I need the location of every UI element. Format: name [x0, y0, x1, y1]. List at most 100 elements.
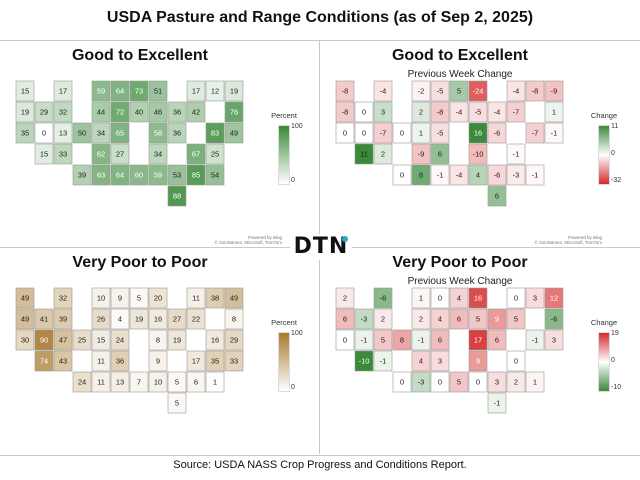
state-value-ky: 16	[474, 128, 482, 137]
state-value-wv: 36	[173, 128, 181, 137]
state-sd	[91, 308, 111, 330]
state-value-va: 0	[514, 356, 518, 365]
legend-max: 100	[291, 123, 303, 130]
state-oh	[167, 308, 187, 330]
state-value-tn: -10	[473, 149, 484, 158]
state-ia	[110, 308, 130, 330]
state-mn	[430, 80, 450, 102]
state-value-pa: 42	[192, 107, 200, 116]
state-value-ca: 35	[21, 128, 29, 137]
state-value-sd: 2	[419, 107, 423, 116]
state-value-va: 17	[192, 356, 200, 365]
state-value-il: 40	[135, 107, 143, 116]
state-value-id: 41	[40, 314, 48, 323]
state-ga	[167, 371, 187, 393]
state-value-ca: 30	[21, 335, 29, 344]
state-value-ky: 17	[474, 335, 482, 344]
state-value-sd: 2	[419, 314, 423, 323]
state-pa	[506, 308, 526, 330]
state-value-nj: 83	[211, 128, 219, 137]
state-mi	[148, 287, 168, 309]
state-mn	[110, 287, 130, 309]
state-value-in: 5	[476, 314, 480, 323]
state-id	[34, 308, 54, 330]
state-value-ok: -3	[418, 377, 425, 386]
state-value-ga: 3	[495, 377, 499, 386]
state-wv	[167, 122, 187, 144]
state-ks	[91, 143, 111, 165]
state-value-ia: 4	[438, 314, 442, 323]
state-vt	[525, 287, 545, 309]
state-ma	[224, 122, 244, 144]
state-value-mo: 6	[438, 335, 442, 344]
state-value-sc: 54	[211, 170, 219, 179]
state-value-la: -1	[437, 170, 444, 179]
state-value-nd: 1	[419, 293, 423, 302]
state-value-ny: 0	[514, 293, 518, 302]
state-oh	[487, 308, 507, 330]
legend-max: 11	[611, 123, 619, 130]
state-value-wv: 19	[173, 335, 181, 344]
state-mn	[110, 80, 130, 102]
state-value-wy: 39	[59, 314, 67, 323]
state-oh	[167, 101, 187, 123]
state-wv	[167, 329, 187, 351]
state-value-vt: 3	[533, 293, 537, 302]
state-mt	[373, 287, 393, 309]
state-value-mo: 24	[116, 335, 124, 344]
state-value-md: 35	[211, 356, 219, 365]
state-md	[205, 143, 225, 165]
state-value-or: 19	[21, 107, 29, 116]
state-mo	[430, 122, 450, 144]
state-la	[430, 371, 450, 393]
state-in	[148, 308, 168, 330]
state-value-in: -5	[475, 107, 482, 116]
legend-max: 19	[611, 330, 619, 337]
state-value-ms: 7	[137, 377, 141, 386]
legend-min: -32	[611, 177, 622, 184]
state-ky	[468, 122, 488, 144]
panel-title: Good to Excellent	[71, 47, 208, 64]
state-ma	[544, 329, 564, 351]
state-value-ms: 60	[135, 170, 143, 179]
state-ms	[129, 164, 149, 186]
state-wi	[129, 80, 149, 102]
state-value-nc: 85	[192, 170, 200, 179]
state-mt	[53, 287, 73, 309]
state-ny	[506, 287, 526, 309]
state-ky	[468, 329, 488, 351]
state-value-me: 49	[230, 293, 238, 302]
state-value-mt: 17	[59, 86, 67, 95]
state-ny	[186, 80, 206, 102]
state-value-tx: 39	[78, 170, 86, 179]
state-value-nd: 59	[97, 86, 105, 95]
state-wy	[53, 308, 73, 330]
state-value-nh: -6	[551, 314, 558, 323]
state-or	[15, 308, 35, 330]
state-value-me: -9	[551, 86, 558, 95]
state-nv	[34, 122, 54, 144]
state-value-co: 25	[78, 335, 86, 344]
state-sc	[205, 164, 225, 186]
state-value-nm: 33	[59, 149, 67, 158]
state-il	[129, 308, 149, 330]
legend-title: Percent	[271, 111, 297, 120]
state-id	[354, 308, 374, 330]
state-az	[354, 350, 374, 372]
legend: Change 11 0 -32	[584, 111, 624, 231]
state-de	[224, 350, 244, 372]
state-value-or: 49	[21, 314, 29, 323]
state-nm	[53, 350, 73, 372]
state-value-il: 6	[457, 314, 461, 323]
state-nv	[354, 122, 374, 144]
dtn-logo-text: DTN	[293, 234, 349, 259]
state-pa	[186, 101, 206, 123]
state-mi	[468, 287, 488, 309]
legend-bar	[598, 125, 610, 185]
state-value-mn: 9	[118, 293, 122, 302]
state-value-de: 33	[230, 356, 238, 365]
state-ms	[449, 164, 469, 186]
state-value-co: 8	[400, 335, 404, 344]
state-value-or: 6	[343, 314, 347, 323]
state-value-ar: 27	[116, 149, 124, 158]
